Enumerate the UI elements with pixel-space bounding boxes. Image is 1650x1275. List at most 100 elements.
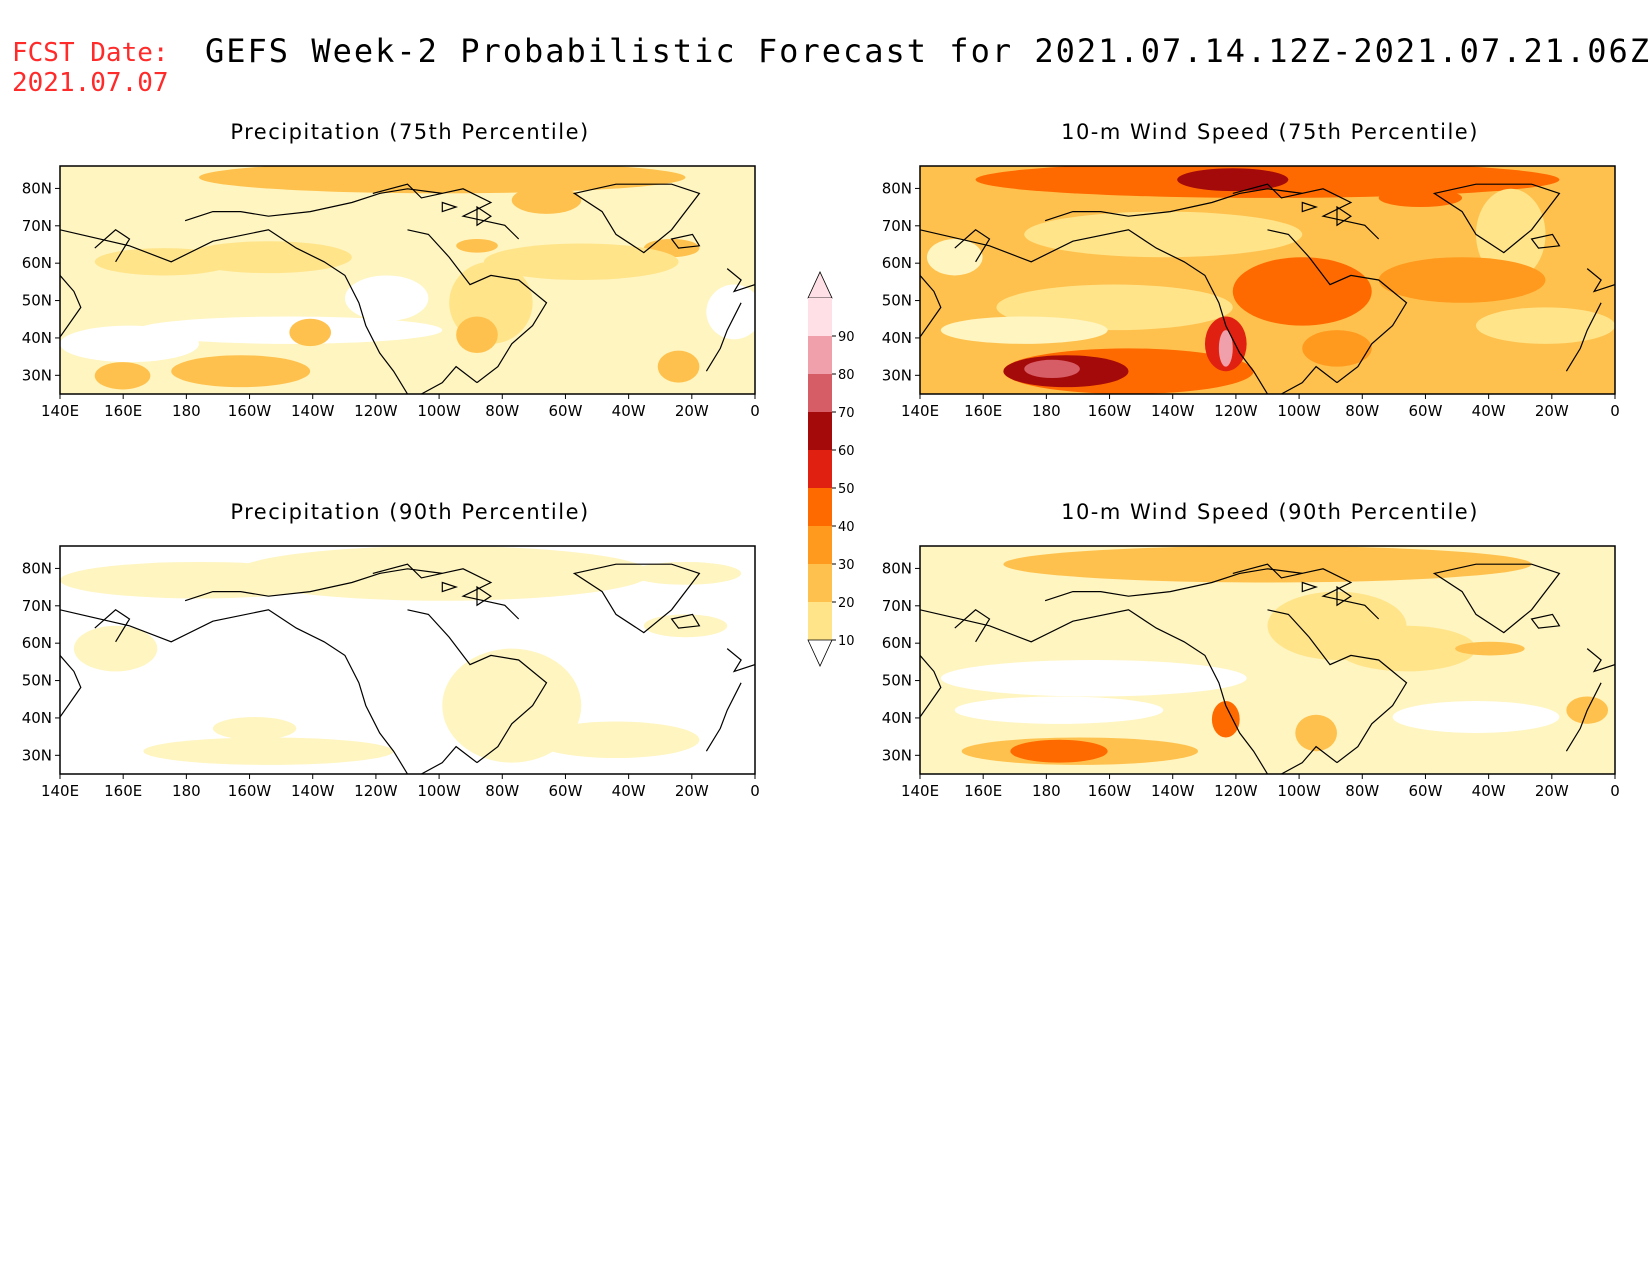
coastline [1281, 365, 1338, 394]
coastline [476, 585, 492, 607]
lon-label: 20W [675, 402, 709, 418]
lat-label: 30N [882, 366, 912, 384]
lon-label: 60W [1408, 402, 1442, 418]
colorbar-label: 80 [838, 368, 855, 383]
panel-title: 10-m Wind Speed (75th Percentile) [1061, 120, 1479, 144]
lon-label: 40W [1472, 782, 1506, 798]
coastline [1565, 682, 1602, 752]
lon-label: 160E [104, 782, 142, 798]
colorbar-bin [808, 374, 832, 412]
coastline [441, 581, 459, 593]
lon-label: 100W [417, 782, 461, 798]
contour-region [511, 186, 582, 214]
contour-region [1177, 168, 1289, 192]
coastline [920, 609, 1269, 774]
lon-label: 40W [612, 782, 646, 798]
lon-label: 60W [548, 782, 582, 798]
coastline [1432, 183, 1561, 254]
lon-label: 160W [228, 782, 272, 798]
lon-label: 140E [41, 402, 79, 418]
contour-field [920, 166, 1615, 394]
lat-label: 40N [882, 709, 912, 727]
coastline [572, 183, 701, 254]
coastline [407, 229, 548, 384]
coastline [60, 229, 409, 394]
lat-label: 70N [22, 217, 52, 235]
lon-label: 160E [964, 402, 1002, 418]
coastline [1267, 229, 1408, 384]
contour-region [954, 696, 1164, 724]
lat-label: 70N [22, 597, 52, 615]
lon-label: 40W [612, 402, 646, 418]
lon-label: 140W [1151, 782, 1195, 798]
fcst-date-value: 2021.07.07 [12, 68, 169, 98]
coastline [920, 229, 1269, 394]
lon-label: 180 [1032, 782, 1061, 798]
contour-region [60, 325, 199, 363]
lat-label: 40N [22, 329, 52, 347]
map-precip-90: 80N 70N 60N 50N 40N 30N 140E 160E 180 160W 140W 120… [22, 545, 760, 798]
coastline [94, 229, 131, 263]
contour-region [1218, 330, 1233, 367]
contour-region [1476, 188, 1546, 280]
colorbar-bin [808, 412, 832, 450]
contour-region [73, 625, 158, 672]
coastline [60, 655, 82, 718]
coastline [1586, 648, 1615, 673]
lon-label: 80W [485, 782, 519, 798]
contour-region [289, 318, 332, 347]
coastline [372, 563, 520, 620]
lon-label: 40W [1472, 402, 1506, 418]
colorbar: 90 80 70 60 50 40 30 20 10 [800, 270, 860, 680]
colorbar-label: 40 [838, 520, 855, 535]
coastline [726, 268, 755, 293]
colorbar-bottom-arrow [807, 639, 833, 667]
map-frame [59, 165, 756, 395]
coastline [1432, 563, 1561, 634]
colorbar-label: 50 [838, 482, 855, 497]
contour-region [1455, 596, 1567, 624]
coastline [920, 275, 942, 338]
lon-label: 0 [750, 402, 760, 418]
lon-label: 140W [1151, 402, 1195, 418]
lon-label: 140E [901, 402, 939, 418]
coastline [184, 568, 443, 602]
lon-label: 160W [1088, 402, 1132, 418]
contour-region [1010, 739, 1108, 763]
panel-precip-90: Precipitation (90th Percentile) 80N 70N 60… [0, 500, 760, 840]
contour-region [940, 660, 1247, 697]
map-precip-75: 80N 70N 60N 50N 40N 30N 140E 160E 180 160W 140W 120… [22, 165, 760, 418]
contour-region [1232, 257, 1372, 326]
contour-region [171, 355, 311, 388]
lon-label: 0 [1610, 402, 1620, 418]
colorbar-bin [808, 488, 832, 526]
coastline [572, 563, 701, 634]
coastline [1281, 745, 1338, 774]
lon-label: 160W [228, 402, 272, 418]
colorbar-label: 10 [838, 634, 855, 649]
contour-field [920, 546, 1615, 774]
contour-region [1378, 188, 1463, 208]
lon-label: 160W [1088, 782, 1132, 798]
coastline [954, 229, 991, 263]
contour-region [456, 316, 498, 353]
lon-label: 180 [1032, 402, 1061, 418]
lon-label: 0 [1610, 782, 1620, 798]
lat-label: 40N [882, 329, 912, 347]
contour-region [532, 721, 700, 759]
lon-label: 120W [1214, 402, 1258, 418]
lat-label: 50N [22, 292, 52, 310]
coastline [726, 648, 755, 673]
coastline [94, 609, 131, 643]
colorbar-bin [808, 450, 832, 488]
colorbar-bin [808, 336, 832, 374]
coastline [670, 613, 701, 629]
contour-region [940, 316, 1108, 344]
panel-title: Precipitation (75th Percentile) [230, 120, 590, 144]
map-frame [919, 165, 1616, 395]
contour-region [143, 737, 394, 765]
lon-label: 120W [354, 782, 398, 798]
lon-label: 20W [675, 782, 709, 798]
contour-region [926, 238, 983, 276]
lat-label: 80N [882, 179, 912, 197]
